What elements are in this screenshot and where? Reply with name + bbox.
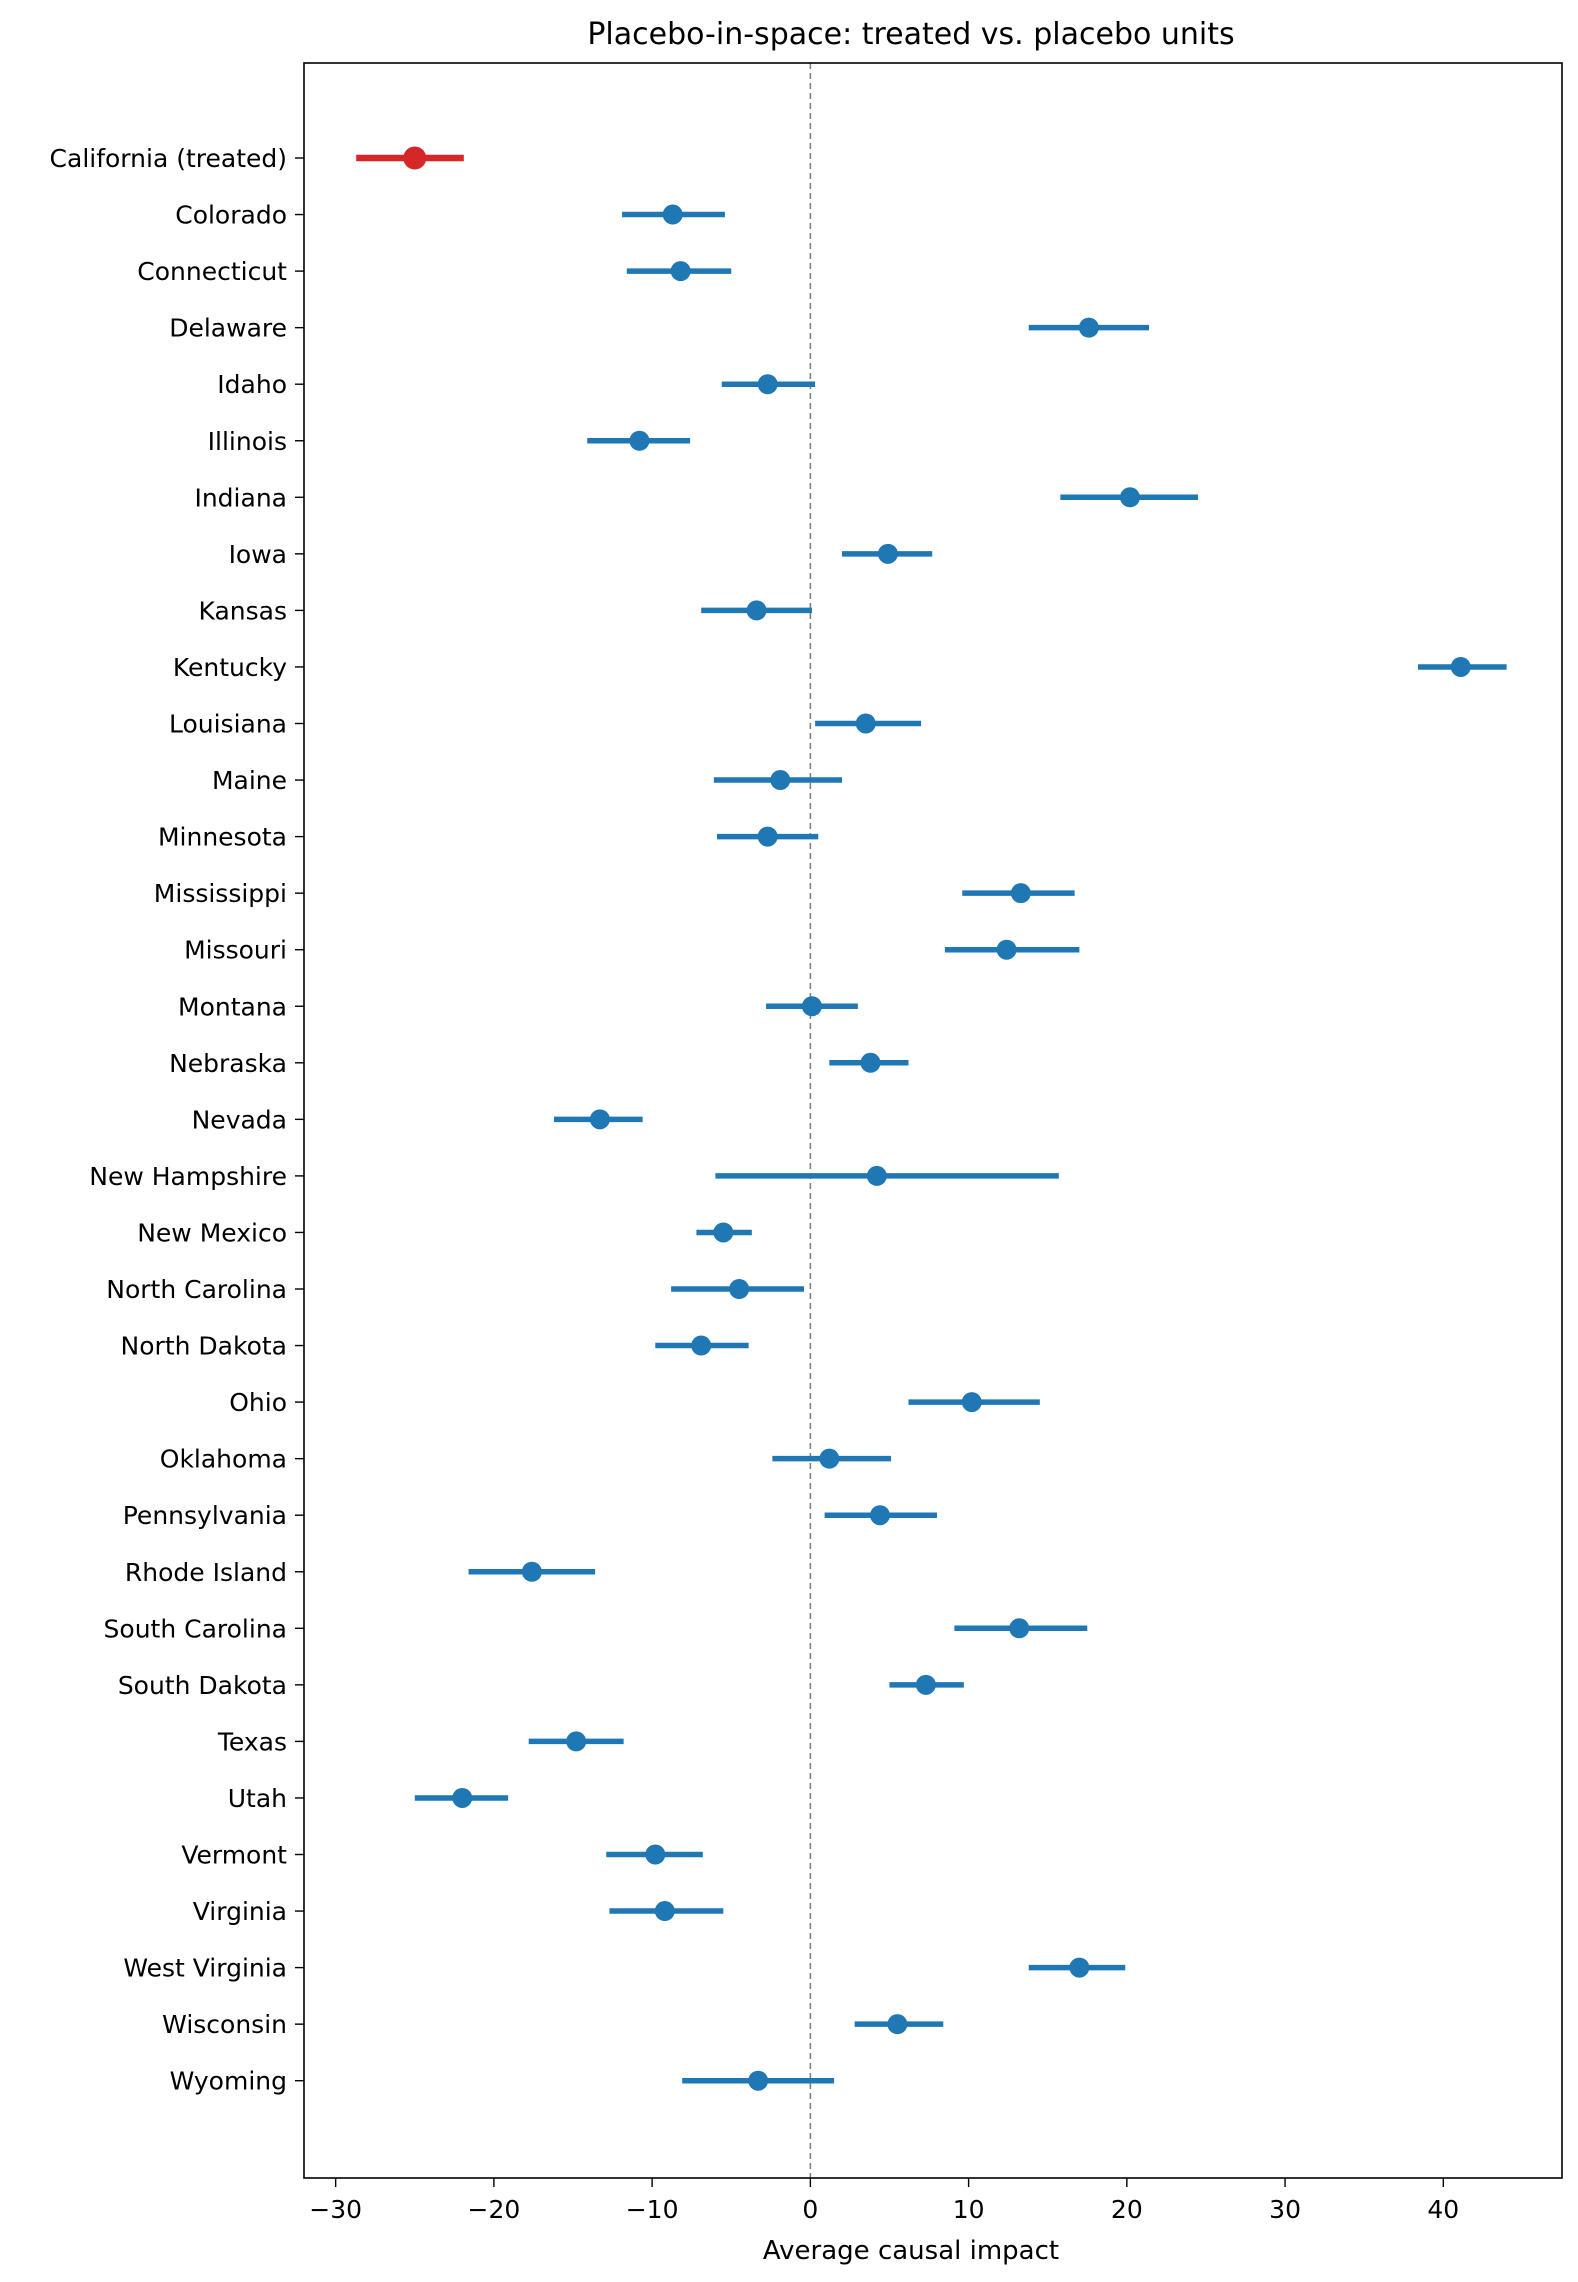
placebo-point: [645, 1844, 666, 1865]
y-tick-label: Mississippi: [154, 879, 287, 908]
placebo-point: [521, 1561, 542, 1582]
placebo-point: [801, 996, 822, 1017]
plot-frame: [303, 62, 1563, 2179]
placebo-point: [589, 1109, 610, 1130]
x-tick-label: −30: [309, 2195, 362, 2224]
placebo-point: [1069, 1957, 1090, 1978]
chart-title: Placebo-in-space: treated vs. placebo un…: [587, 17, 1234, 52]
placebo-point: [1078, 317, 1099, 338]
y-tick-label: Nevada: [192, 1105, 287, 1134]
y-tick-label: Montana: [178, 992, 287, 1021]
x-tick-label: 0: [802, 2195, 818, 2224]
x-tick-label: 30: [1269, 2195, 1301, 2224]
x-tick-label: −10: [626, 2195, 679, 2224]
placebo-point: [996, 939, 1017, 960]
placebo-point: [1450, 656, 1471, 677]
y-tick-label: Virginia: [193, 1897, 287, 1926]
y-tick-label: Pennsylvania: [123, 1501, 287, 1530]
placebo-point: [670, 261, 691, 282]
y-tick-label: West Virginia: [123, 1954, 287, 1983]
placebo-point: [757, 826, 778, 847]
y-tick-label: North Dakota: [121, 1332, 287, 1361]
y-tick-label: New Mexico: [137, 1218, 287, 1247]
placebo-point: [877, 543, 898, 564]
y-tick-label: South Carolina: [104, 1614, 287, 1643]
placebo-point: [757, 374, 778, 395]
placebo-point: [819, 1448, 840, 1469]
y-tick-label: Louisiana: [169, 710, 287, 739]
y-tick-label: Oklahoma: [160, 1445, 287, 1474]
y-tick-label: Idaho: [217, 370, 287, 399]
x-axis-label: Average causal impact: [763, 2236, 1059, 2266]
placebo-point: [452, 1787, 473, 1808]
plot-area: −30 −20 −10 0 10 20 30 40 California (treated) Co…: [50, 62, 1563, 2224]
placebo-point: [713, 1222, 734, 1243]
placebo-point: [961, 1392, 982, 1413]
placebo-point: [662, 204, 683, 225]
y-tick-label: Colorado: [175, 201, 287, 230]
placebo-point: [1010, 883, 1031, 904]
y-tick-label: Delaware: [169, 314, 287, 343]
y-tick-label: New Hampshire: [89, 1162, 287, 1191]
treated-point: [403, 146, 427, 170]
placebo-point: [855, 713, 876, 734]
y-tick-label: Maine: [212, 766, 287, 795]
y-tick-label: Nebraska: [169, 1049, 287, 1078]
placebo-point: [915, 1674, 936, 1695]
placebo-point: [748, 2070, 769, 2091]
y-tick-label: Illinois: [208, 427, 287, 456]
x-tick-label: −20: [468, 2195, 521, 2224]
y-tick-label: Wyoming: [170, 2067, 287, 2096]
y-tick-label: Wisconsin: [162, 2010, 287, 2039]
y-tick-label: Vermont: [181, 1841, 287, 1870]
y-tick-label: Minnesota: [158, 823, 287, 852]
y-tick-label: Kansas: [199, 596, 288, 625]
y-tick-label: North Carolina: [106, 1275, 287, 1304]
placebo-point: [566, 1731, 587, 1752]
placebo-point: [866, 1165, 887, 1186]
x-tick-label: 10: [953, 2195, 985, 2224]
placebo-point: [869, 1505, 890, 1526]
placebo-point: [770, 770, 791, 791]
y-tick-label: Missouri: [184, 936, 287, 965]
y-tick-label: South Dakota: [118, 1671, 287, 1700]
y-tick-label: Kentucky: [173, 653, 287, 682]
placebo-point: [1120, 487, 1141, 508]
y-tick-label: Texas: [217, 1727, 287, 1756]
placebo-point: [746, 600, 767, 621]
y-tick-label: Utah: [228, 1784, 287, 1813]
y-tick-label: Iowa: [229, 540, 287, 569]
placebo-point: [654, 1901, 675, 1922]
placebo-point: [887, 2014, 908, 2035]
x-tick-label: 20: [1111, 2195, 1143, 2224]
y-tick-label: Indiana: [194, 483, 287, 512]
y-tick-label: Rhode Island: [125, 1558, 287, 1587]
placebo-point: [729, 1279, 750, 1299]
placebo-point: [860, 1052, 881, 1073]
y-tick-label: California (treated): [50, 144, 287, 173]
placebo-point: [629, 430, 650, 451]
y-tick-label: Connecticut: [137, 257, 287, 286]
y-tick-label: Ohio: [229, 1388, 287, 1417]
x-tick-label: 40: [1427, 2195, 1459, 2224]
placebo-point: [691, 1335, 712, 1356]
placebo-point: [1009, 1618, 1030, 1639]
